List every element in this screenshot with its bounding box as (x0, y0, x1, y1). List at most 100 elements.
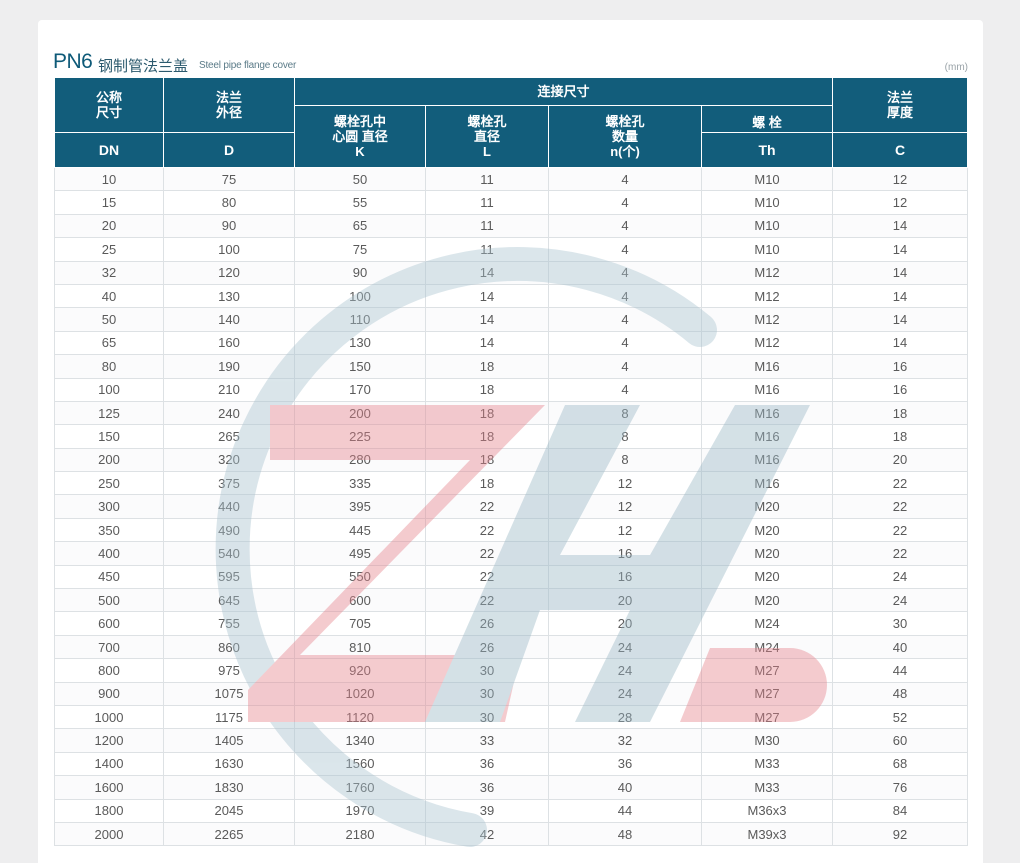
cell-dn: 15 (54, 190, 164, 215)
header-nominal-size: 公称 尺寸 (54, 77, 164, 133)
cell-hole-dia-l: 30 (425, 682, 549, 706)
cell-outer-d: 645 (163, 588, 295, 613)
cell-hole-qty-n: 16 (548, 565, 702, 590)
title-en: Steel pipe flange cover (199, 60, 297, 71)
cell-bolt-th: M30 (700, 728, 834, 753)
table-row: 350 490 445 22 12 M20 22 (54, 518, 969, 543)
cell-hole-dia-l: 36 (425, 752, 549, 777)
cell-bolt-circle-k: 130 (294, 331, 426, 356)
cell-outer-d: 160 (163, 331, 295, 356)
cell-hole-dia-l: 30 (425, 658, 549, 683)
cell-dn: 80 (54, 354, 164, 379)
table-row: 1200 1405 1340 33 32 M30 60 (54, 728, 969, 753)
cell-bolt-circle-k: 65 (294, 214, 426, 239)
cell-outer-d: 2265 (163, 822, 295, 847)
header-flange-thickness: 法兰 厚度 (832, 77, 969, 133)
cell-bolt-th: M16 (700, 424, 834, 449)
cell-hole-dia-l: 22 (425, 518, 549, 543)
cell-dn: 1600 (54, 775, 164, 800)
title-cn: 钢制管法兰盖 (98, 58, 189, 75)
table-row: 15 80 55 11 4 M10 12 (54, 190, 969, 215)
cell-hole-qty-n: 4 (548, 190, 702, 215)
table-row: 900 1075 1020 30 24 M27 48 (54, 682, 969, 706)
cell-hole-dia-l: 22 (425, 588, 549, 613)
cell-bolt-circle-k: 1340 (294, 728, 426, 753)
cell-outer-d: 440 (163, 494, 295, 519)
cell-bolt-th: M16 (700, 448, 834, 473)
cell-bolt-circle-k: 2180 (294, 822, 426, 847)
cell-thickness-c: 68 (832, 752, 969, 777)
cell-hole-qty-n: 4 (548, 167, 702, 192)
cell-outer-d: 375 (163, 471, 295, 496)
cell-bolt-th: M24 (700, 635, 834, 660)
cell-outer-d: 595 (163, 565, 295, 590)
cell-outer-d: 240 (163, 401, 295, 426)
table-row: 10 75 50 11 4 M10 12 (54, 167, 969, 192)
cell-thickness-c: 24 (832, 565, 969, 590)
cell-hole-qty-n: 12 (548, 494, 702, 519)
cell-dn: 25 (54, 237, 164, 262)
cell-bolt-th: M27 (700, 705, 834, 730)
table-row: 400 540 495 22 16 M20 22 (54, 541, 969, 566)
cell-hole-qty-n: 8 (548, 448, 702, 473)
cell-hole-dia-l: 39 (425, 799, 549, 823)
cell-bolt-th: M16 (700, 471, 834, 496)
cell-bolt-th: M10 (700, 167, 834, 192)
cell-dn: 40 (54, 284, 164, 309)
header-sym-dn: DN (54, 132, 164, 168)
cell-bolt-circle-k: 170 (294, 378, 426, 402)
table-row: 20 90 65 11 4 M10 14 (54, 214, 969, 239)
cell-bolt-circle-k: 395 (294, 494, 426, 519)
table-body: 10 75 50 11 4 M10 12 15 80 55 11 4 M10 12 20 90 65 11 4 M10… (54, 167, 969, 847)
cell-bolt-th: M27 (700, 658, 834, 683)
cell-bolt-th: M36x3 (700, 799, 834, 823)
cell-outer-d: 1175 (163, 705, 295, 730)
cell-thickness-c: 18 (832, 424, 969, 449)
cell-bolt-circle-k: 1970 (294, 799, 426, 823)
cell-bolt-circle-k: 920 (294, 658, 426, 683)
cell-hole-dia-l: 36 (425, 775, 549, 800)
cell-dn: 1200 (54, 728, 164, 753)
header-bolt: 螺 栓 (700, 105, 834, 133)
cell-bolt-circle-k: 50 (294, 167, 426, 192)
cell-hole-dia-l: 30 (425, 705, 549, 730)
cell-dn: 20 (54, 214, 164, 239)
cell-dn: 300 (54, 494, 164, 519)
cell-thickness-c: 14 (832, 237, 969, 262)
cell-bolt-circle-k: 110 (294, 307, 426, 332)
table-row: 800 975 920 30 24 M27 44 (54, 658, 969, 683)
cell-outer-d: 210 (163, 378, 295, 402)
cell-hole-qty-n: 8 (548, 401, 702, 426)
cell-hole-dia-l: 22 (425, 494, 549, 519)
header-sym-c: C (832, 132, 969, 168)
cell-outer-d: 100 (163, 237, 295, 262)
cell-outer-d: 75 (163, 167, 295, 192)
table-row: 65 160 130 14 4 M12 14 (54, 331, 969, 356)
cell-bolt-circle-k: 1120 (294, 705, 426, 730)
cell-outer-d: 80 (163, 190, 295, 215)
cell-outer-d: 120 (163, 261, 295, 285)
table-title: PN6 钢制管法兰盖 Steel pipe flange cover (mm) (53, 50, 968, 76)
cell-dn: 600 (54, 611, 164, 636)
cell-thickness-c: 24 (832, 588, 969, 613)
header-connection: 连接尺寸 (293, 77, 834, 106)
cell-dn: 900 (54, 682, 164, 706)
cell-hole-qty-n: 4 (548, 354, 702, 379)
cell-bolt-circle-k: 550 (294, 565, 426, 590)
table-header: 公称 尺寸 法兰 外径 连接尺寸 法兰 厚度 螺栓孔中 心圆 直径 K 螺栓孔 … (54, 77, 969, 168)
table-row: 1800 2045 1970 39 44 M36x3 84 (54, 799, 969, 823)
cell-outer-d: 1630 (163, 752, 295, 777)
cell-outer-d: 1830 (163, 775, 295, 800)
cell-hole-dia-l: 26 (425, 635, 549, 660)
cell-bolt-th: M16 (700, 401, 834, 426)
cell-dn: 450 (54, 565, 164, 590)
cell-bolt-circle-k: 280 (294, 448, 426, 473)
table-row: 40 130 100 14 4 M12 14 (54, 284, 969, 309)
cell-thickness-c: 92 (832, 822, 969, 847)
cell-hole-dia-l: 11 (425, 214, 549, 239)
cell-hole-qty-n: 48 (548, 822, 702, 847)
cell-dn: 200 (54, 448, 164, 473)
cell-hole-qty-n: 20 (548, 611, 702, 636)
cell-bolt-th: M20 (700, 518, 834, 543)
cell-thickness-c: 16 (832, 378, 969, 402)
